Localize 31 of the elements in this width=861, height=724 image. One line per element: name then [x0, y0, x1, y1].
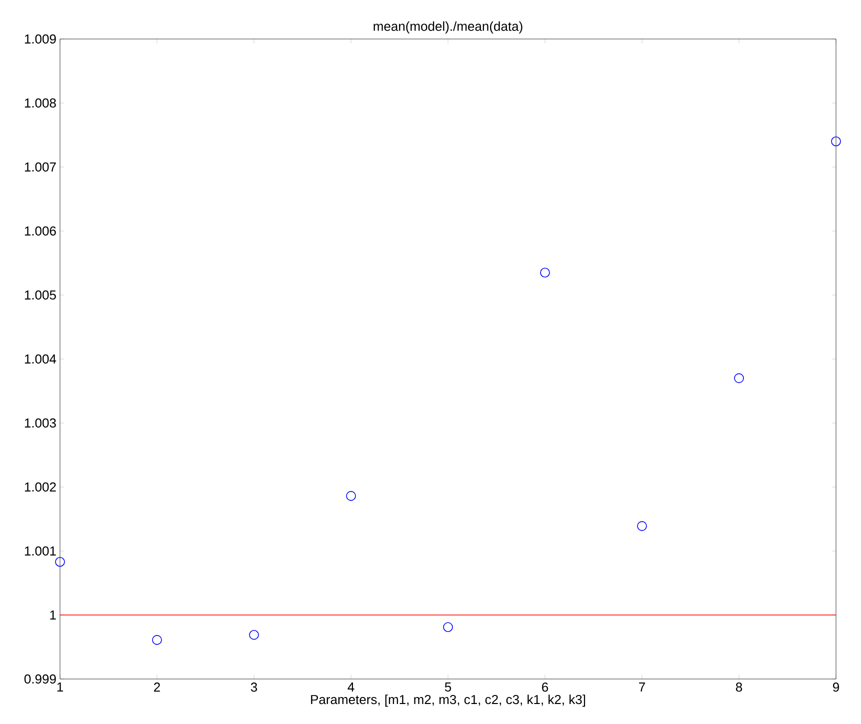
point: [249, 630, 259, 640]
y-tick-label: 1.009: [24, 34, 56, 44]
x-tick-label: 6: [542, 682, 548, 692]
chart-title: mean(model)./mean(data): [374, 21, 522, 34]
point: [152, 635, 162, 645]
x-tick-label: 1: [57, 682, 63, 692]
x-tick-label: 3: [250, 682, 258, 692]
point: [540, 268, 550, 278]
y-tick-label: 1.003: [24, 418, 56, 428]
point: [55, 556, 65, 567]
y-tick-label: 1.006: [24, 226, 56, 236]
y-tick-label: 1.001: [24, 546, 56, 556]
y-tick-label: 1.007: [24, 162, 56, 172]
x-tick-label: 5: [444, 682, 452, 692]
x-tick-label: 9: [832, 682, 839, 692]
y-tick-label: 1.008: [24, 98, 56, 108]
x-tick-label: 2: [154, 682, 160, 692]
y-tick-label: 1.002: [24, 482, 56, 492]
point: [443, 622, 453, 632]
point: [637, 521, 647, 531]
x-tick-label: 7: [639, 682, 645, 692]
point: [734, 373, 744, 384]
x-axis-title: Parameters, [m1, m2, m3, c1, c2, c3, k1, k2, k3]: [311, 694, 586, 707]
y-tick-label: 1.005: [24, 290, 56, 300]
x-tick-label: 4: [348, 682, 354, 692]
point: [831, 136, 841, 146]
point: [346, 491, 356, 501]
y-tick-label: 0.999: [24, 674, 56, 684]
y-tick-label: 1: [50, 610, 56, 620]
x-tick-label: 8: [736, 682, 742, 692]
y-tick-label: 1.004: [24, 354, 56, 364]
